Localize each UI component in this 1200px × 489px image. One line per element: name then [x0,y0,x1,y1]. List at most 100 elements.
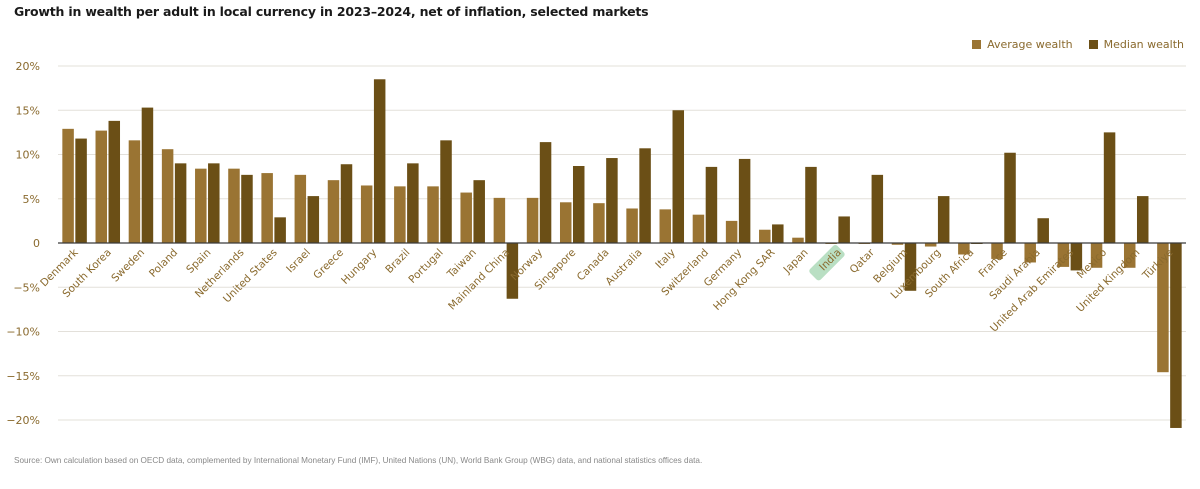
bar-average-netherlands [228,168,240,243]
bar-average-belgium [891,243,904,245]
bar-median-france [1004,152,1016,243]
bar-average-australia [626,208,638,243]
chart-title: Growth in wealth per adult in local curr… [14,4,649,19]
x-tick-label: Portugal [406,247,445,286]
legend-swatch-average [972,40,982,49]
x-tick-label-group: Mainland China [446,247,512,313]
x-tick-label-group: United Kingdom [1074,247,1142,315]
x-tick-label: Sweden [109,247,147,285]
x-tick-label: United Kingdom [1074,247,1142,315]
bar-median-south-korea [108,120,121,243]
bar-median-united-kingdom [1136,196,1149,243]
bar-median-denmark [75,138,87,243]
bars [62,79,1182,428]
x-tick-label: Brazil [383,247,412,276]
bar-average-united-states [261,173,273,243]
legend-label-average: Average wealth [987,38,1073,51]
bar-average-singapore [559,202,572,243]
bar-median-mainland-china [506,243,519,299]
x-tick-label: Israel [284,247,313,276]
bar-median-australia [639,148,651,243]
bar-average-mexico [1090,243,1103,268]
legend-swatch-median [1088,40,1098,49]
bar-median-mexico [1103,132,1116,243]
bar-average-brazil [394,186,406,243]
y-tick-label: 15% [16,104,40,117]
bar-average-saudi-arabia [1024,243,1036,263]
bar-median-brazil [407,163,419,243]
bar-median-india [838,216,850,243]
bar-average-france [991,243,1003,259]
bar-median-israel [307,196,320,243]
x-tick-label: Spain [184,247,213,276]
bar-median-norway [539,142,552,243]
bar-median-poland [174,163,187,243]
bar-average-poland [161,149,174,243]
bar-median-hungary [373,79,386,244]
y-tick-label: −20% [6,414,40,427]
bar-median-netherlands [241,174,253,243]
bar-average-canada [593,203,605,243]
bar-average-hungary [360,185,373,243]
bar-median-united-arab-emirates [1070,243,1083,271]
bar-average-hong-kong-sar [759,229,771,243]
gridlines [58,65,1186,421]
x-tick-label-group: Qatar [848,246,878,276]
bar-median-spain [208,163,220,243]
x-tick-label-group: Japan [781,247,811,277]
x-tick-label-group: India [809,245,845,281]
bar-median-canada [606,158,618,243]
bar-median-italy [672,110,685,243]
bar-average-luxembourg [924,243,937,247]
y-tick-label: 20% [16,60,40,73]
bar-average-denmark [62,128,74,243]
legend-item-median: Median wealth [1088,38,1184,51]
bar-median-portugal [440,140,452,243]
x-tick-label-group: Brazil [383,247,412,276]
x-tick-label: Australia [603,247,644,288]
bar-median-t-rkiye [1170,243,1182,428]
x-tick-label: Qatar [848,246,878,276]
x-tick-label-group: Portugal [406,247,445,286]
y-tick-label: 5% [23,193,40,206]
bar-median-saudi-arabia [1037,218,1049,243]
bar-median-taiwan [473,180,485,243]
bar-average-united-arab-emirates [1057,243,1070,267]
bar-average-sweden [128,140,141,243]
bar-average-mainland-china [493,197,506,243]
bar-average-t-rkiye [1157,243,1169,373]
bar-average-spain [195,168,207,243]
x-tick-label-group: Spain [184,247,213,276]
bar-average-germany [725,220,738,243]
legend-item-average: Average wealth [972,38,1073,51]
bar-average-south-africa [958,243,970,255]
x-tick-label-group: Israel [284,247,313,276]
bar-median-hong-kong-sar [772,224,784,243]
bar-average-norway [526,197,539,243]
bar-average-switzerland [692,214,705,243]
y-tick-label: 0 [33,237,40,250]
x-tick-label-group: Australia [603,247,644,288]
y-tick-label: −10% [6,326,40,339]
x-tick-label-group: Hong Kong SAR [711,247,777,313]
bar-median-singapore [572,166,585,243]
bar-average-italy [659,209,672,243]
bar-median-luxembourg [937,196,950,243]
bar-median-belgium [904,243,917,291]
source-note: Source: Own calculation based on OECD da… [14,456,703,465]
bar-average-greece [327,180,340,243]
bar-average-japan [792,237,804,243]
bar-median-qatar [871,174,884,243]
bar-median-sweden [141,107,154,243]
legend-label-median: Median wealth [1103,38,1184,51]
x-tick-label: Mainland China [446,247,512,313]
x-tick-label-group: Sweden [109,247,147,285]
bar-average-south-korea [95,130,108,243]
x-tick-label-group: Italy [653,247,678,272]
x-tick-label-group: Hungary [339,247,379,287]
x-tick-label-group: Poland [147,247,180,280]
bar-average-israel [294,174,307,243]
bar-average-portugal [427,186,439,243]
